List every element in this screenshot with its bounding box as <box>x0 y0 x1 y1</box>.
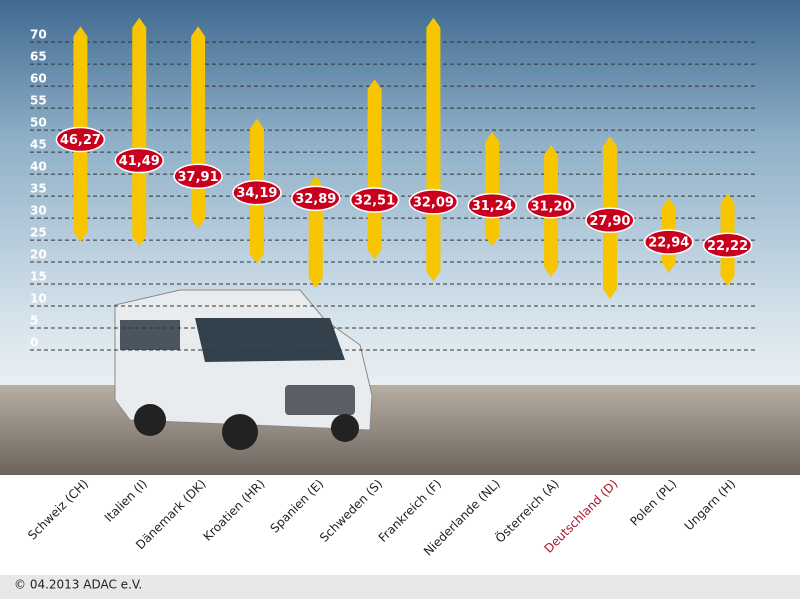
footer-bar <box>0 575 800 599</box>
y-tick-label: 15 <box>30 270 47 284</box>
y-tick-label: 50 <box>30 116 47 130</box>
y-tick-label: 5 <box>30 314 38 328</box>
y-tick-label: 65 <box>30 50 47 64</box>
camper-van <box>114 289 373 450</box>
y-tick-label: 25 <box>30 226 47 240</box>
average-marker <box>702 232 753 259</box>
average-marker <box>173 163 223 190</box>
average-marker <box>408 189 459 215</box>
value-label: 46,27 <box>60 133 101 148</box>
value-label: 22,22 <box>707 239 748 254</box>
y-tick-label: 40 <box>30 160 47 174</box>
range-arrow <box>367 79 382 260</box>
y-tick-label: 55 <box>30 94 47 108</box>
average-marker <box>55 126 106 153</box>
average-marker <box>291 185 341 212</box>
range-arrow <box>132 17 147 247</box>
average-marker <box>232 179 282 206</box>
y-tick-label: 60 <box>30 72 47 86</box>
range-arrow <box>485 131 500 247</box>
value-label: 37,91 <box>178 170 219 185</box>
y-tick-label: 45 <box>30 138 47 152</box>
range-arrow <box>426 17 441 282</box>
average-marker <box>585 207 635 234</box>
value-label: 31,20 <box>531 199 572 214</box>
value-label: 27,90 <box>589 214 630 229</box>
average-marker <box>467 192 517 219</box>
y-tick-label: 35 <box>30 182 47 196</box>
value-label: 31,24 <box>472 199 513 214</box>
average-marker <box>114 147 164 174</box>
average-marker <box>526 193 576 219</box>
range-arrow <box>191 26 206 229</box>
y-tick-label: 20 <box>30 248 47 262</box>
y-tick-label: 30 <box>30 204 47 218</box>
label-area <box>0 475 800 575</box>
average-marker <box>349 187 400 213</box>
average-marker <box>644 229 694 255</box>
value-label: 32,89 <box>295 192 336 207</box>
y-tick-label: 10 <box>30 292 47 306</box>
footer: © 04.2013 ADAC e.V. <box>14 578 142 592</box>
value-label: 32,51 <box>354 194 395 209</box>
y-tick-label: 70 <box>30 28 47 42</box>
y-tick-label: 0 <box>30 336 38 350</box>
value-label: 22,94 <box>648 236 689 251</box>
value-label: 41,49 <box>119 154 160 169</box>
value-label: 34,19 <box>236 186 277 201</box>
value-label: 32,09 <box>413 195 454 210</box>
